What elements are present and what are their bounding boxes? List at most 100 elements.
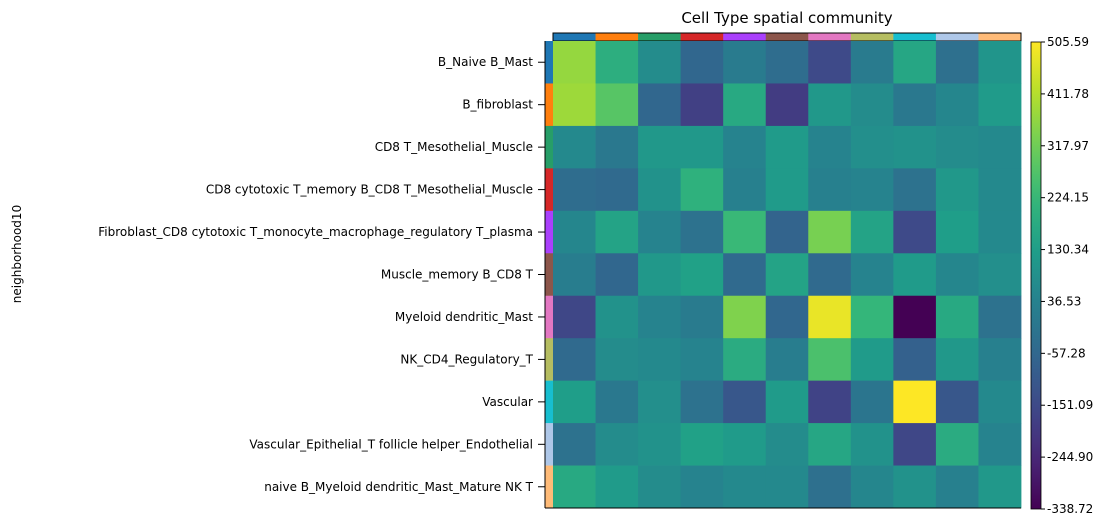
y-axis-label: neighborhood10 [10,205,24,303]
colorbar-tick-label: 317.97 [1047,139,1089,153]
colorbar-tick-label: 224.15 [1047,191,1089,205]
colorbar-tick-label: 505.59 [1047,35,1089,49]
heatmap-cell [638,210,682,254]
heatmap-cell [765,210,809,254]
row-tick-label: B_Naive B_Mast [438,55,533,69]
heatmap-cell [638,423,682,466]
heatmap-cell [850,83,894,127]
heatmap-cell [935,338,979,382]
heatmap-cell [935,125,979,169]
heatmap-cell [765,168,809,212]
heatmap-cell [850,295,894,339]
heatmap-cell [935,295,979,339]
heatmap-cell [723,41,767,84]
row-labels: B_Naive B_Mast B_fibroblast CD8 T_Mesothel… [98,55,545,494]
row-tick-label: NK_CD4_Regulatory_T [400,352,533,366]
heatmap-cell [935,168,979,212]
column-category-swatch [978,33,1022,41]
heatmap-cell [595,423,639,466]
heatmap-cell [723,125,767,169]
heatmap-cell [595,295,639,339]
colorbar: -338.72 -244.90 -151.09 -57.28 36.53 130.34 22… [1030,35,1093,516]
heatmap-cell [595,465,639,509]
colorbar-tick-label: 411.78 [1047,87,1089,101]
heatmap-cell [850,253,894,297]
heatmap-cell [978,83,1022,127]
heatmap-cell [808,210,852,254]
heatmap-cell [680,125,724,169]
heatmap-cell [638,83,682,127]
row-category-swatch [545,125,553,169]
heatmap-cell [978,41,1022,84]
chart-title: Cell Type spatial community [681,9,892,27]
heatmap-cell [935,465,979,509]
heatmap-cell [553,465,596,509]
heatmap-cell [723,83,767,127]
heatmap-cell [723,338,767,382]
heatmap-cell [553,83,596,127]
heatmap-axes [544,41,1021,509]
heatmap-cell [765,125,809,169]
colorbar-tick-label: 36.53 [1047,294,1081,308]
column-category-swatch [765,33,809,41]
heatmap-cell [638,338,682,382]
heatmap-cell [765,423,809,466]
heatmap-cell [553,125,596,169]
heatmap-cell [765,465,809,509]
heatmap-cell [595,83,639,127]
heatmap-cell [553,41,596,84]
heatmap-cell [638,41,682,84]
heatmap-cell [680,465,724,509]
heatmap-cell [595,210,639,254]
heatmap-cell [595,125,639,169]
row-category-swatch [545,253,553,297]
heatmap-cell [638,253,682,297]
heatmap-cell [680,295,724,339]
heatmap-cell [850,380,894,424]
colorbar-tick-label: -244.90 [1047,450,1093,464]
heatmap-cell [638,125,682,169]
heatmap-cell [808,295,852,339]
heatmap-cell [765,41,809,84]
colorbar-tick-label: 130.34 [1047,243,1089,257]
row-category-swatch [545,295,553,339]
heatmap-cell [680,253,724,297]
row-category-swatch [545,338,553,381]
column-category-swatch [935,33,979,41]
row-category-swatch [545,168,553,212]
row-tick-label: Muscle_memory B_CD8 T [381,268,534,282]
heatmap-cell [808,380,852,424]
heatmap-cell [765,253,809,297]
heatmap-cell [723,253,767,297]
heatmap-cell [553,380,596,424]
heatmap-cell [808,83,852,127]
column-category-swatch [553,33,596,41]
heatmap-cell [893,168,937,212]
colorbar-tick-label: -151.09 [1047,398,1093,412]
colorbar-tick-label: -57.28 [1047,346,1086,360]
heatmap-cell [893,253,937,297]
row-tick-label: naive B_Myeloid dendritic_Mast_Mature NK… [264,480,533,494]
heatmap-cell [638,465,682,509]
heatmap-cell [978,423,1022,466]
heatmap-cell [893,41,937,84]
heatmap-cell [978,210,1022,254]
heatmap-cell [680,210,724,254]
heatmap-cell [893,210,937,254]
heatmap-cell [978,125,1022,169]
heatmap-cell [680,41,724,84]
heatmap-cell [595,380,639,424]
row-category-swatch [545,465,553,509]
row-tick-label: CD8 cytotoxic T_memory B_CD8 T_Mesotheli… [206,183,533,197]
heatmap-cell [723,295,767,339]
heatmap-cell [808,465,852,509]
heatmap-cell [850,338,894,382]
heatmap-cell [680,338,724,382]
heatmap-cell [978,295,1022,339]
heatmap-cell [680,168,724,212]
heatmap-cell [680,380,724,424]
row-color-strip [545,41,553,509]
heatmap-cell [808,253,852,297]
heatmap-cell [765,295,809,339]
heatmap-cell [553,295,596,339]
